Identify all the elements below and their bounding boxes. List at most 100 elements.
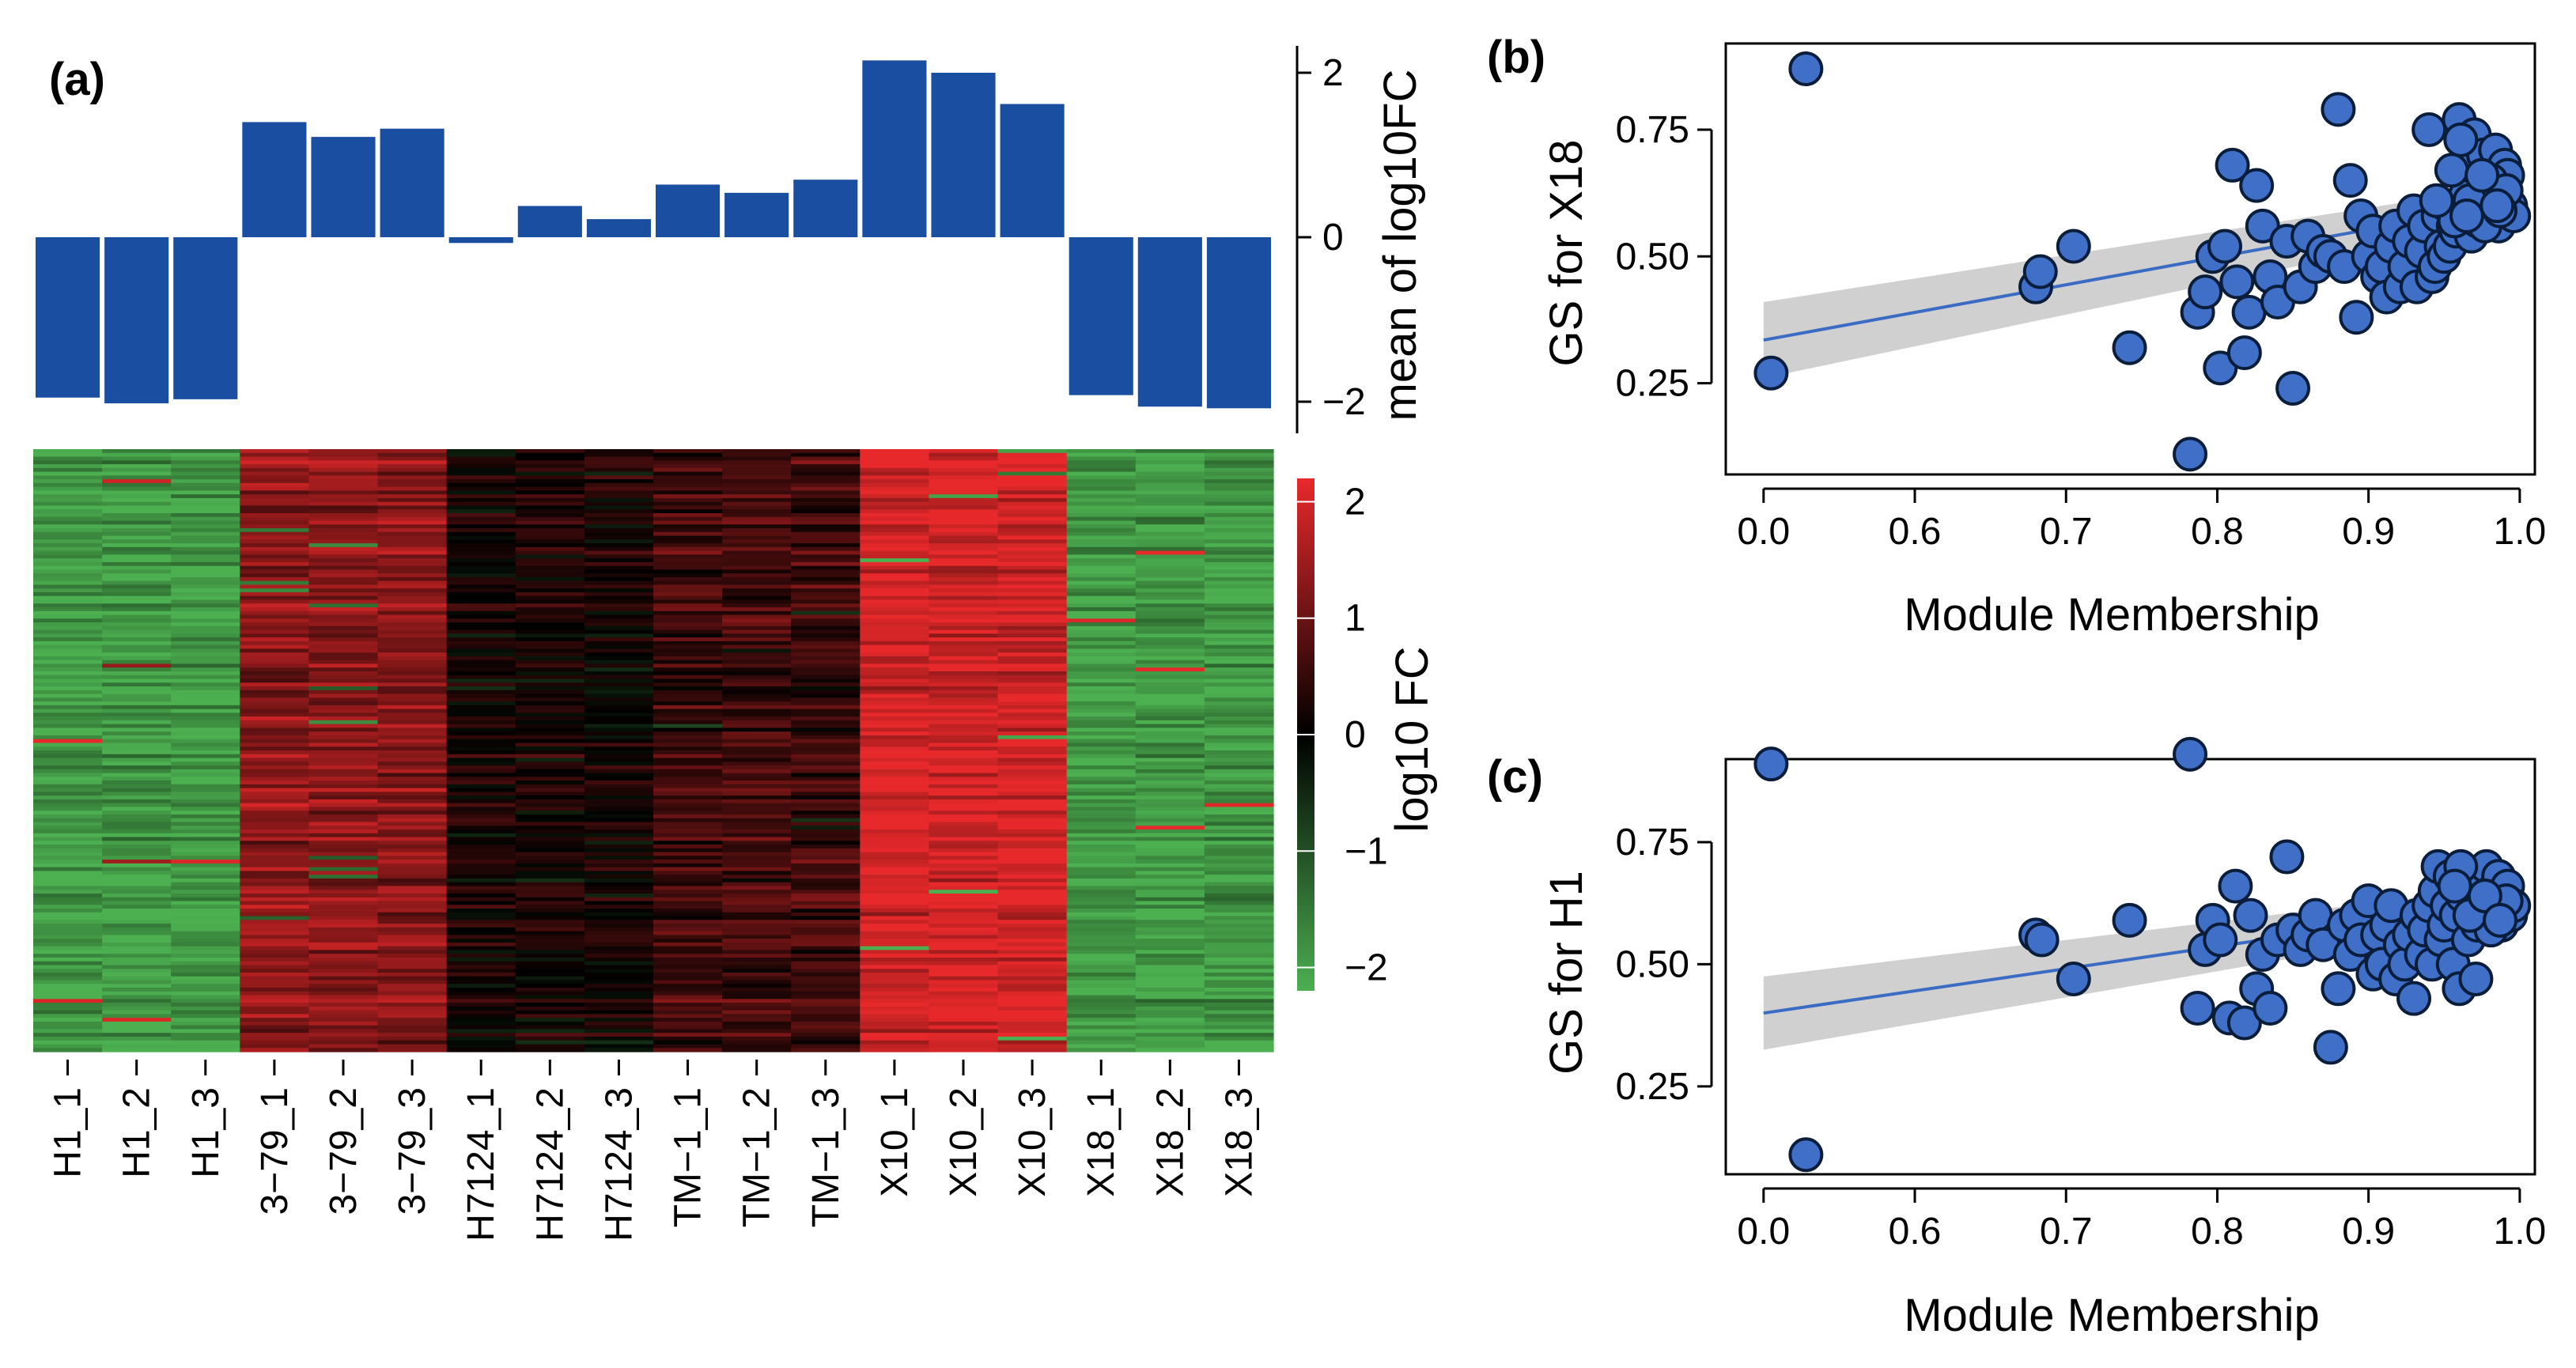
heatmap-cell	[308, 988, 379, 992]
heatmap-cell	[377, 826, 448, 830]
heatmap-cell	[446, 644, 516, 650]
scatter-point	[2480, 188, 2515, 224]
heatmap-cell	[722, 735, 792, 740]
heatmap-cell	[308, 799, 379, 804]
heatmap-cell	[860, 901, 930, 905]
heatmap-cell	[446, 539, 516, 544]
heatmap-cell	[102, 999, 172, 1003]
heatmap-cell	[1066, 543, 1137, 548]
heatmap-cell	[653, 931, 723, 935]
heatmap-cell	[308, 969, 379, 973]
heatmap-cell	[515, 690, 585, 695]
heatmap-cell	[102, 848, 172, 853]
heatmap-cell	[1204, 505, 1274, 510]
heatmap-cell	[1066, 731, 1137, 736]
heatmap-cell	[860, 950, 930, 954]
heatmap-cell	[515, 754, 585, 759]
heatmap-cell	[308, 954, 379, 958]
heatmap-cell	[860, 773, 930, 777]
heatmap-cell	[722, 644, 792, 650]
heatmap-cell	[1066, 1025, 1137, 1030]
heatmap-cell	[171, 449, 240, 454]
heatmap-cell	[1066, 856, 1137, 860]
bar-18	[1206, 237, 1271, 409]
heatmap-cell	[929, 482, 999, 488]
heatmap-cell	[1066, 916, 1137, 920]
heatmap-cell	[1135, 811, 1205, 815]
heatmap-cell	[791, 946, 861, 951]
heatmap-cell	[1135, 569, 1205, 574]
heatmap-cell	[308, 690, 379, 695]
heatmap-cell	[308, 528, 379, 533]
heatmap-cell	[1135, 652, 1205, 657]
heatmap-cell	[33, 686, 103, 691]
heatmap-cell	[446, 867, 516, 871]
heatmap-cell	[653, 1021, 723, 1026]
heatmap-cell	[860, 505, 930, 510]
heatmap-cell	[308, 584, 379, 589]
heatmap-cell	[584, 607, 654, 612]
heatmap-cell	[308, 697, 379, 702]
heatmap-cell	[1204, 678, 1274, 683]
heatmap-cell	[653, 637, 723, 642]
heatmap-cell	[722, 927, 792, 932]
heatmap-cell	[515, 1018, 585, 1022]
heatmap-cell	[171, 833, 240, 838]
heatmap-cell	[102, 467, 172, 473]
heatmap-cell	[791, 580, 861, 586]
heatmap-cell	[446, 984, 516, 988]
heatmap-cell	[308, 588, 379, 593]
heatmap-cell	[653, 871, 723, 875]
heatmap-cell	[515, 652, 585, 657]
heatmap-cell	[240, 897, 310, 902]
heatmap-cell	[102, 758, 172, 762]
heatmap-cell	[1066, 569, 1137, 574]
heatmap-cell	[33, 1025, 103, 1030]
heatmap-sample-label: X10_1	[874, 1087, 916, 1197]
heatmap-cell	[102, 995, 172, 1000]
heatmap-cell	[1135, 576, 1205, 582]
heatmap-cell	[102, 927, 172, 932]
heatmap-cell	[171, 558, 240, 563]
heatmap-cell	[929, 890, 999, 894]
heatmap-cell	[791, 659, 861, 665]
heatmap-cell	[102, 1044, 172, 1049]
heatmap-cell	[791, 652, 861, 657]
heatmap-cell	[446, 1018, 516, 1022]
heatmap-cell	[1066, 482, 1137, 488]
heatmap-cell	[377, 784, 448, 789]
heatmap-cell	[240, 1040, 310, 1045]
heatmap-cell	[1135, 814, 1205, 819]
heatmap-cell	[997, 652, 1068, 657]
heatmap-cell	[102, 829, 172, 834]
heatmap-cell	[1066, 697, 1137, 702]
heatmap-cell	[102, 988, 172, 992]
heatmap-cell	[584, 497, 654, 503]
heatmap-cell	[308, 822, 379, 826]
heatmap-cell	[653, 701, 723, 706]
heatmap-cell	[1066, 497, 1137, 503]
heatmap-cell	[584, 675, 654, 680]
heatmap-cell	[446, 675, 516, 680]
heatmap-cell	[102, 777, 172, 781]
heatmap-cell	[722, 652, 792, 657]
heatmap-cell	[308, 475, 379, 480]
heatmap-cell	[997, 754, 1068, 759]
bar-7	[448, 237, 513, 244]
heatmap-cell	[929, 554, 999, 559]
heatmap-cell	[308, 486, 379, 491]
heatmap-cell	[791, 893, 861, 898]
heatmap-cell	[653, 965, 723, 969]
heatmap-cell	[1204, 893, 1274, 898]
heatmap-cell	[446, 739, 516, 744]
heatmap-cell	[33, 863, 103, 868]
heatmap-cell	[102, 954, 172, 958]
heatmap-cell	[102, 931, 172, 935]
heatmap-cell	[33, 569, 103, 574]
heatmap-cell	[584, 829, 654, 834]
heatmap-cell	[515, 558, 585, 563]
heatmap-cell	[171, 546, 240, 552]
heatmap-cell	[584, 648, 654, 653]
heatmap-cell	[240, 667, 310, 672]
scatter-point	[2253, 991, 2288, 1026]
